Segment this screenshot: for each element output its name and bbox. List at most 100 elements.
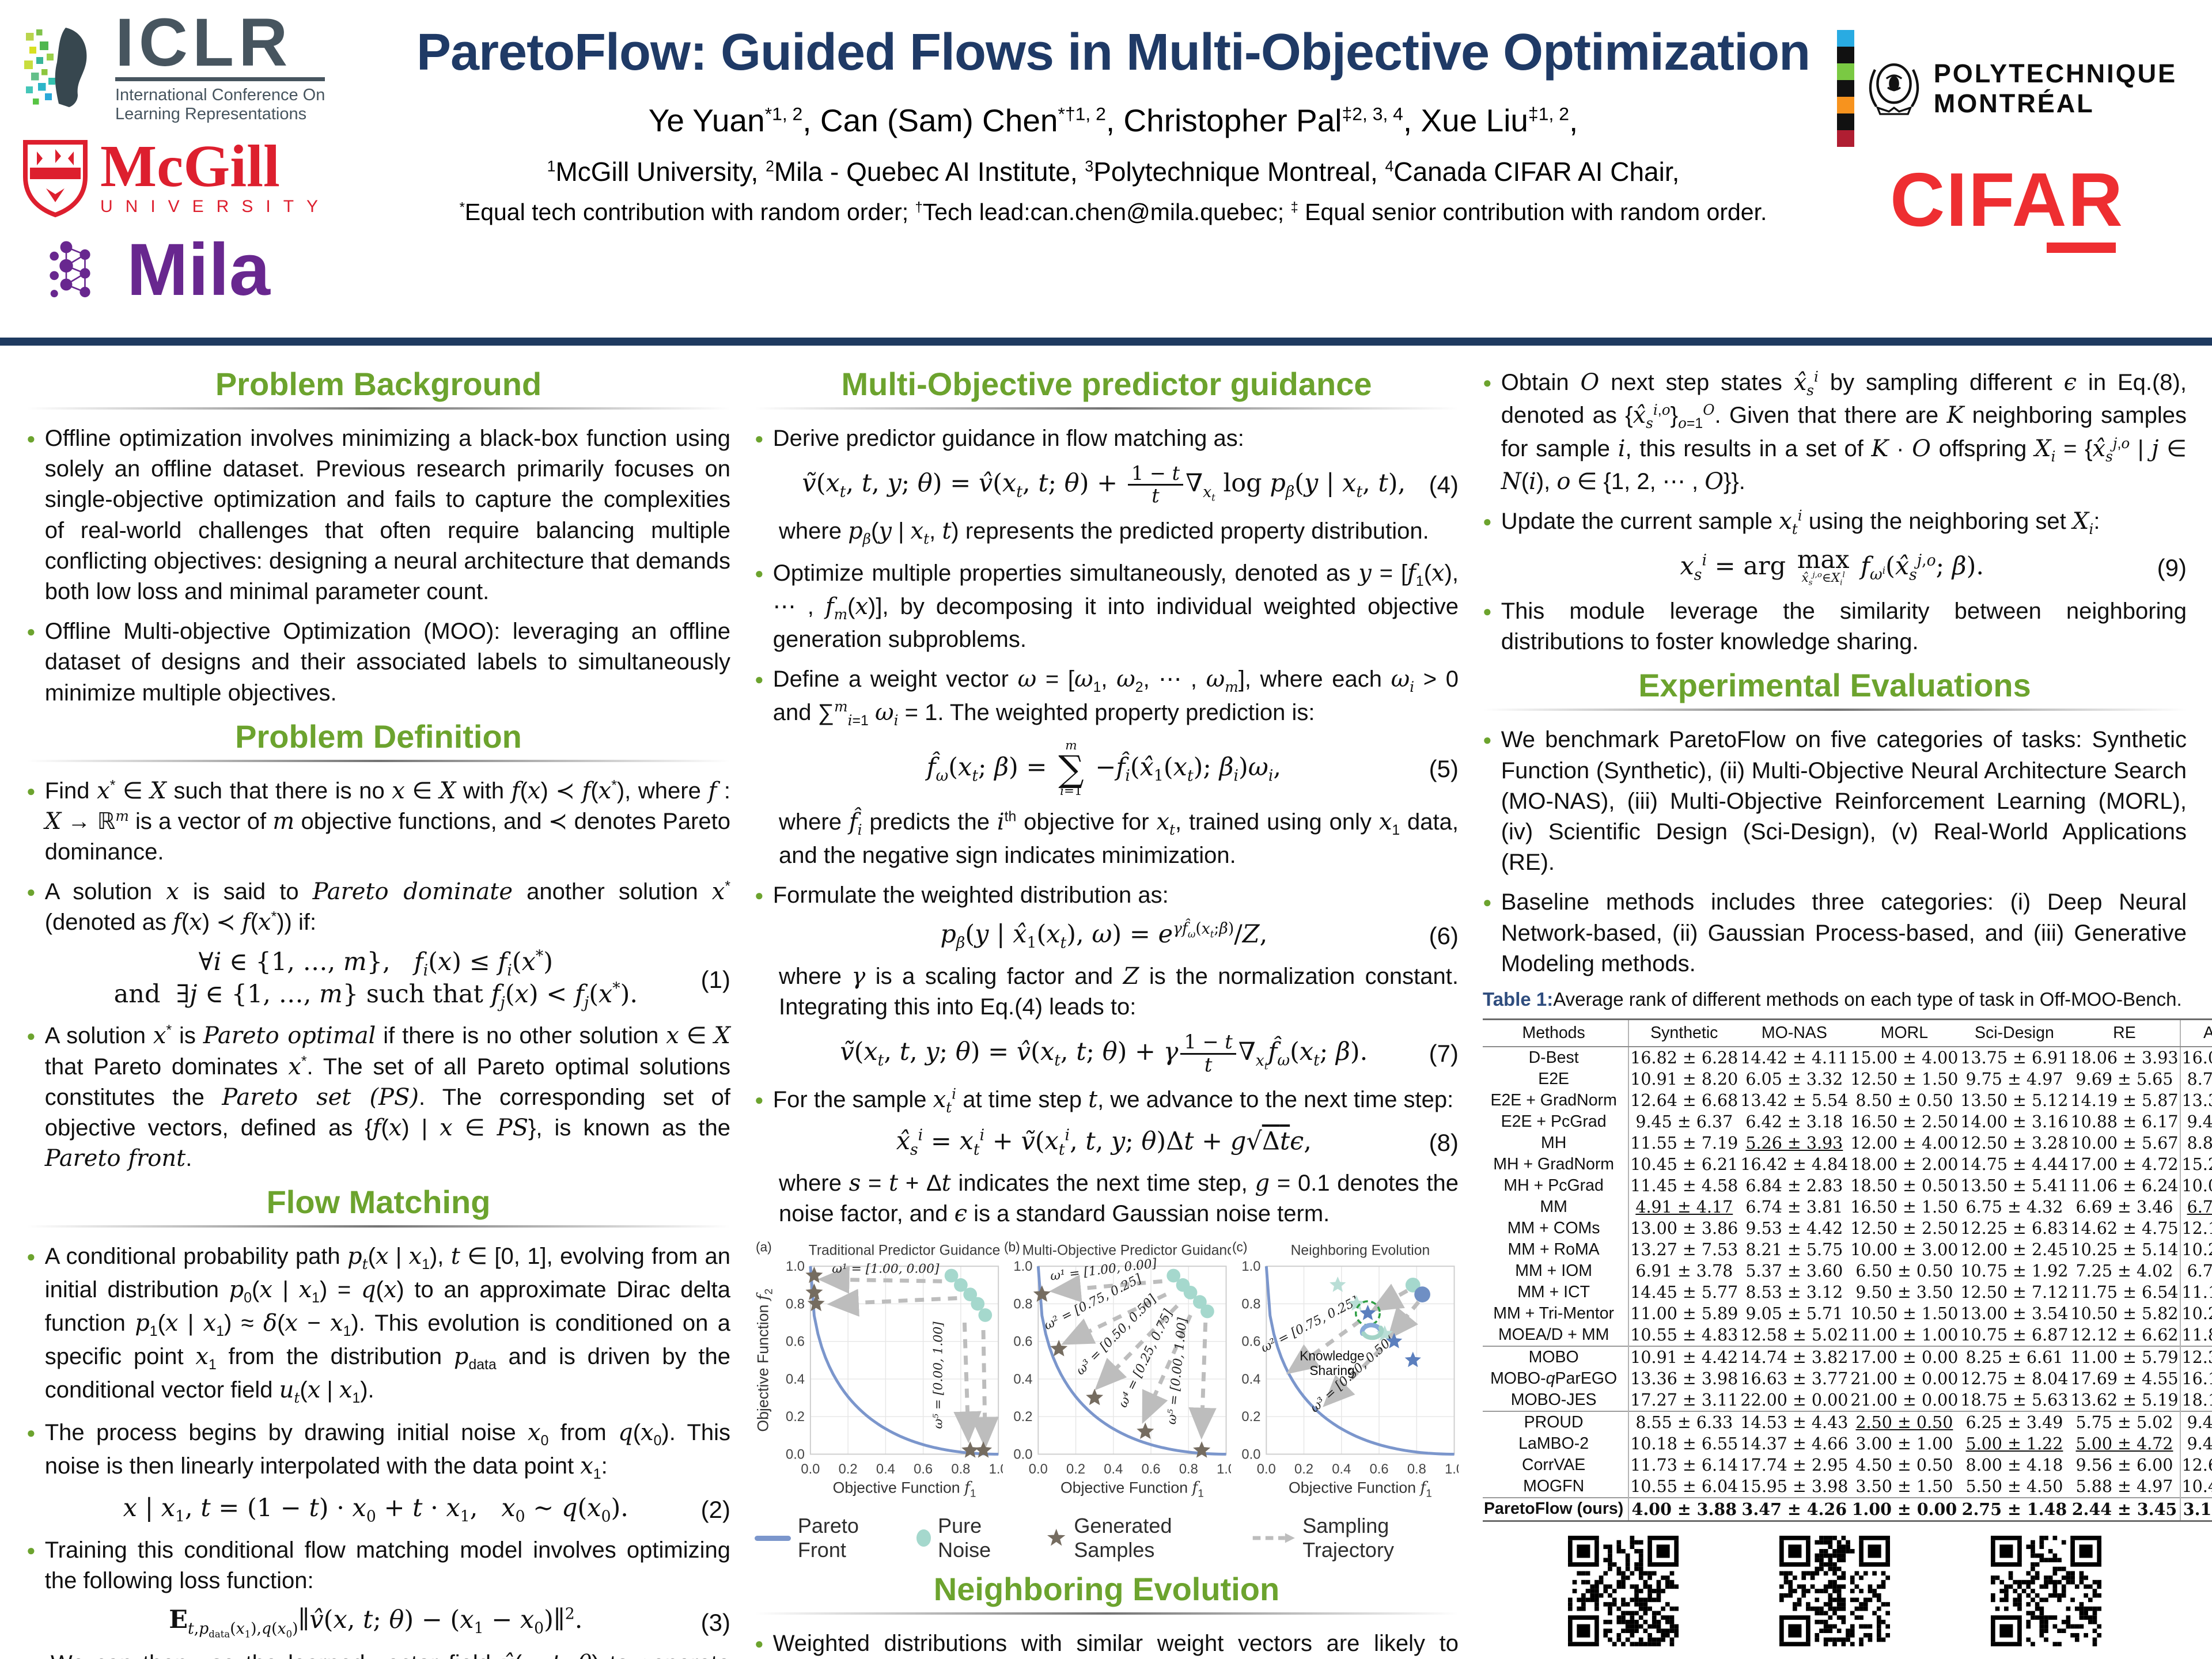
qr-paper: Paper: [1567, 1535, 1679, 1659]
svg-text:0.8: 0.8: [1179, 1462, 1198, 1477]
value-cell: 15.95 ± 3.98: [1740, 1476, 1849, 1496]
header-divider: [0, 338, 2212, 346]
svg-text:ω² = [0.75, 0.25]: ω² = [0.75, 0.25]: [1259, 1294, 1361, 1355]
svg-text:Objective Function f1: Objective Function f1: [833, 1479, 976, 1499]
section-heading-experimental-evaluations: Experimental Evaluations: [1638, 667, 2031, 704]
value-cell: 9.05 ± 5.71: [1745, 1304, 1843, 1323]
cifar-logo: CIFAR: [1890, 162, 2124, 253]
method-cell: MOGFN: [1483, 1475, 1630, 1498]
section-rule: [755, 1612, 1459, 1615]
equation-number: (1): [700, 965, 730, 993]
value-cell: 10.00 ± 3.00: [1850, 1240, 1959, 1259]
value-cell: 13.50 ± 5.12: [1960, 1090, 2069, 1110]
value-cell: 14.74 ± 3.82: [1739, 1345, 1850, 1368]
svg-text:Traditional Predictor Guidance: Traditional Predictor Guidance: [809, 1243, 1001, 1258]
authors-line: Ye Yuan*1, 2, Can (Sam) Chen*†1, 2, Chri…: [648, 103, 1578, 138]
value-cell: 17.27 ± 3.11: [1630, 1390, 1738, 1410]
legend-item-pure-noise: Pure Noise: [916, 1514, 1025, 1562]
value-cell: 11.75 ± 6.54: [2070, 1282, 2179, 1302]
table-header: Synthetic: [1628, 1019, 1740, 1047]
method-cell: E2E + PcGrad: [1483, 1111, 1630, 1132]
method-cell: MM + RoMA: [1483, 1238, 1630, 1260]
method-cell: MM: [1483, 1196, 1630, 1218]
bullet-icon: ●: [755, 564, 764, 582]
table-header: All Tasks: [2179, 1019, 2212, 1047]
table-row: MOBO 10.91 ± 4.42 14.74 ± 3.82 17.00 ± 0.00…: [1483, 1345, 2212, 1368]
svg-text:ω⁵ = [0.00, 1.00]: ω⁵ = [0.00, 1.00]: [931, 1321, 945, 1429]
section-rule: [1483, 709, 2187, 711]
value-cell: 5.26 ± 3.93: [1745, 1133, 1843, 1153]
value-cell: 10.27 ± 5.65: [2179, 1302, 2212, 1324]
qr-code: Code: [1779, 1535, 1890, 1659]
value-cell: 3.12 ± 3.77: [2179, 1497, 2212, 1521]
value-cell: 12.50 ± 3.28: [1960, 1133, 2069, 1153]
method-cell: PROUD: [1483, 1410, 1630, 1433]
table-header: Methods: [1483, 1019, 1630, 1047]
section-rule: [26, 407, 730, 410]
value-cell: 3.47 ± 4.26: [1739, 1497, 1850, 1521]
svg-text:0.8: 0.8: [951, 1462, 970, 1477]
legend-item-sampling-trajectory: Sampling Trajectory: [1252, 1514, 1459, 1562]
value-cell: 12.25 ± 6.83: [1960, 1218, 2069, 1238]
poster-header: ICLR International Conference On Learnin…: [0, 0, 2212, 338]
value-cell: 5.37 ± 3.60: [1745, 1261, 1843, 1281]
equation-1: ∀i ∈ {1, …, m}, fi(x) ≤ fi(x*) and ∃j ∈ {…: [113, 947, 730, 1012]
table-row: ParetoFlow (ours) 4.00 ± 3.88 3.47 ± 4.26 1…: [1483, 1497, 2212, 1521]
table-row: MM + IOM 6.91 ± 3.78 5.37 ± 3.60 6.50 ± 0.5…: [1483, 1260, 2212, 1282]
poster-title: ParetoFlow: Guided Flows in Multi-Object…: [416, 24, 1810, 81]
method-cell: MOEA/D + MM: [1483, 1324, 1630, 1346]
value-cell: 3.50 ± 1.50: [1855, 1476, 1953, 1496]
value-cell: 2.44 ± 3.45: [2069, 1497, 2180, 1521]
value-cell: 17.74 ± 2.95: [1740, 1455, 1849, 1475]
paragraph: where γ is a scaling factor and Z is the…: [779, 963, 1459, 1020]
value-cell: 12.12 ± 6.62: [2070, 1325, 2179, 1344]
value-cell: 14.75 ± 4.44: [1960, 1154, 2069, 1174]
value-cell: 13.42 ± 5.54: [1740, 1090, 1849, 1110]
value-cell: 12.15 ± 5.06: [2179, 1217, 2212, 1239]
equation-number: (9): [2157, 554, 2187, 581]
svg-text:0.2: 0.2: [1013, 1410, 1032, 1425]
bullet: ● Find x* ∈ X such that there is no x ∈ X…: [26, 776, 730, 868]
legend-item-pareto-front: Pareto Front: [755, 1514, 896, 1562]
table-row: E2E 10.91 ± 8.20 6.05 ± 3.32 12.50 ± 1.50 9.…: [1483, 1068, 2212, 1090]
table-row: MM + ICT 14.45 ± 5.77 8.53 ± 3.12 9.50 ± 3.…: [1483, 1281, 2212, 1303]
section-heading-problem-background: Problem Background: [215, 366, 542, 402]
value-cell: 8.21 ± 5.75: [1745, 1240, 1843, 1259]
iclr-bar: [115, 77, 325, 82]
affiliations-line: 1McGill University, 2Mila - Quebec AI In…: [547, 157, 1680, 187]
equation-3: Et,pdata(x1),q(x0)∥v̂(x, t; θ) − (x1 − x…: [169, 1605, 730, 1640]
value-cell: 2.75 ± 1.48: [1959, 1497, 2070, 1521]
value-cell: 11.00 ± 1.00: [1850, 1325, 1959, 1344]
value-cell: 5.88 ± 4.97: [2075, 1476, 2173, 1496]
value-cell: 8.00 ± 4.18: [1965, 1455, 2063, 1475]
value-cell: 10.91 ± 8.20: [1630, 1069, 1738, 1089]
bullet: ● Update the current sample xti using the…: [1483, 506, 2187, 539]
method-cell: E2E + GradNorm: [1483, 1089, 1630, 1111]
value-cell: 6.05 ± 3.32: [1745, 1069, 1843, 1089]
equation-5: f̂ω(xt; β) = m ∑ i=1 −f̂i(x̂1(xt); βi)ωi,(…: [926, 738, 1459, 799]
table-header: MORL: [1849, 1019, 1960, 1047]
value-cell: 5.50 ± 4.50: [1965, 1476, 2063, 1496]
bullet: ● Training this conditional flow matching…: [26, 1535, 730, 1596]
bullet: ● A conditional probability path pt(x | x…: [26, 1241, 730, 1408]
header-center: ParetoFlow: Guided Flows in Multi-Object…: [404, 10, 1823, 338]
value-cell: 11.12 ± 5.77: [2179, 1281, 2212, 1303]
svg-text:Objective Function f1: Objective Function f1: [1289, 1479, 1432, 1499]
value-cell: 6.69 ± 3.46: [2075, 1197, 2173, 1217]
value-cell: 16.82 ± 6.28: [1630, 1048, 1738, 1067]
value-cell: 9.40 ± 5.70: [2179, 1111, 2212, 1132]
value-cell: 14.42 ± 4.11: [1740, 1048, 1849, 1067]
bullet-icon: ●: [26, 1027, 36, 1045]
polytechnique-wordmark: POLYTECHNIQUE MONTRÉAL: [1933, 58, 2177, 118]
value-cell: 6.73 ± 3.88: [2179, 1260, 2212, 1282]
svg-text:Sharing: Sharing: [1309, 1363, 1354, 1378]
column-left: Problem Background ● Offline optimization…: [26, 357, 730, 1659]
value-cell: 10.88 ± 6.17: [2070, 1112, 2179, 1131]
value-cell: 11.00 ± 5.79: [2069, 1345, 2180, 1368]
iclr-wordmark: ICLR: [115, 5, 293, 81]
svg-text:0.0: 0.0: [1241, 1447, 1260, 1462]
value-cell: 8.55 ± 6.33: [1628, 1410, 1740, 1433]
value-cell: 18.06 ± 3.93: [2070, 1048, 2179, 1067]
svg-text:0.6: 0.6: [1013, 1335, 1032, 1350]
figure-panel-b: ω¹ = [1.00, 0.00]ω² = [0.75, 0.25]ω³ = […: [1004, 1240, 1230, 1499]
